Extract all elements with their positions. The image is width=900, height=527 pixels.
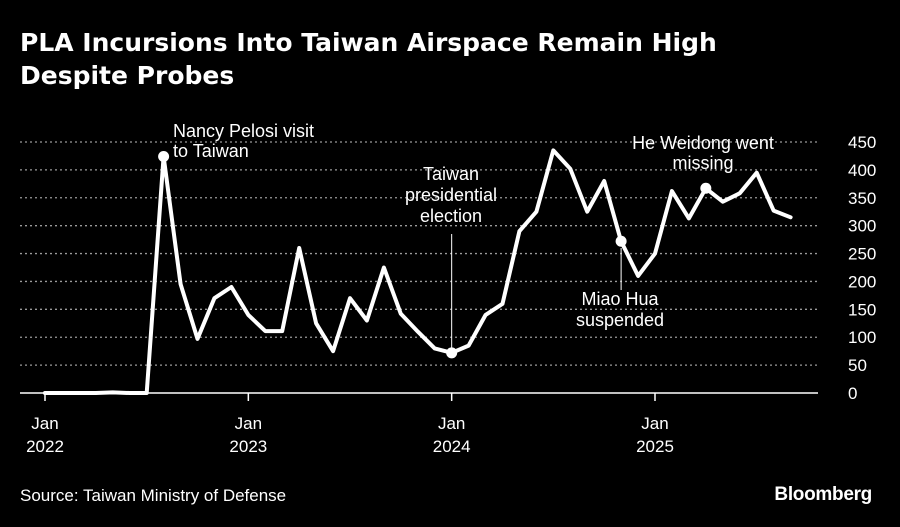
y-tick-label: 400: [848, 161, 876, 180]
y-tick-label: 350: [848, 189, 876, 208]
annotation-label: He Weidong went missing: [632, 133, 774, 173]
chart-title: PLA Incursions Into Taiwan Airspace Rema…: [20, 28, 717, 90]
annotation-label: Miao Hua suspended: [576, 289, 664, 330]
annotation-label: Taiwan presidential election: [405, 164, 497, 226]
source-note: Source: Taiwan Ministry of Defense: [20, 486, 287, 505]
annotation-label-line: Nancy Pelosi visit: [173, 121, 314, 141]
y-tick-label: 0: [848, 384, 857, 403]
annotation-label: Nancy Pelosi visit to Taiwan: [173, 121, 314, 161]
x-tick-year-label: 2024: [433, 437, 471, 456]
y-axis: 0 50 100 150 200 250 300 350 400 450: [848, 133, 876, 403]
annotation-label-line: election: [420, 206, 482, 226]
annotation-dot: [700, 182, 712, 194]
x-tick-year-label: 2022: [26, 437, 64, 456]
x-tick-label: Jan: [235, 414, 262, 433]
x-tick-label: Jan: [641, 414, 668, 433]
annotation-label-line: to Taiwan: [173, 141, 249, 161]
x-tick-label: Jan: [31, 414, 58, 433]
y-tick-label: 300: [848, 217, 876, 236]
annotation-label-line: suspended: [576, 310, 664, 330]
y-tick-label: 100: [848, 328, 876, 347]
annotation-dot: [615, 235, 627, 247]
y-tick-label: 250: [848, 245, 876, 264]
annotation-label-line: Taiwan: [423, 164, 479, 184]
annotation-dot: [446, 347, 458, 359]
annotations: Nancy Pelosi visit to Taiwan Taiwan preside…: [158, 121, 774, 359]
x-axis: Jan 2022 Jan 2023 Jan 2024 Jan 2025: [26, 393, 674, 456]
annotation-dot: [158, 151, 170, 163]
x-tick-label: Jan: [438, 414, 465, 433]
annotation-lines: [451, 234, 622, 352]
y-tick-label: 50: [848, 356, 867, 375]
y-tick-label: 150: [848, 300, 876, 319]
bloomberg-logo: Bloomberg: [774, 484, 872, 505]
x-tick-year-label: 2025: [636, 437, 674, 456]
series-line: [43, 148, 793, 395]
annotation-label-line: He Weidong went: [632, 133, 774, 153]
y-tick-label: 200: [848, 272, 876, 291]
grid-lines: [20, 141, 818, 394]
y-tick-label: 450: [848, 133, 876, 152]
annotation-label-line: presidential: [405, 185, 497, 205]
x-tick-year-label: 2023: [229, 437, 267, 456]
annotation-label-line: Miao Hua: [581, 289, 659, 309]
annotation-label-line: missing: [672, 153, 733, 173]
